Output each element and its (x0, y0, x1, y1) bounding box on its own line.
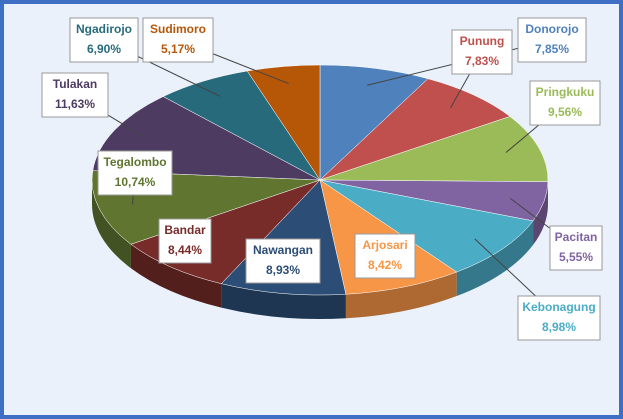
slice-name: Arjosari (362, 238, 407, 252)
slice-side (456, 220, 534, 297)
slice (319, 116, 549, 182)
slice-name: Sudimoro (150, 22, 206, 36)
slice-name: Pringkuku (536, 85, 595, 99)
slice (246, 64, 321, 181)
label-box (69, 17, 139, 63)
label-box (97, 150, 173, 196)
slice-side (130, 244, 222, 308)
slice-name: Ngadirojo (76, 22, 132, 36)
label-box (158, 218, 212, 264)
slice (319, 78, 511, 181)
label-box (517, 17, 587, 63)
slice-value: 10,74% (115, 175, 156, 189)
slice-name: Pacitan (555, 230, 598, 244)
slice-name: Nawangan (253, 243, 313, 257)
slice-side (92, 180, 131, 269)
label-box (41, 72, 109, 118)
label-box (354, 233, 416, 279)
slice-value: 6,90% (87, 42, 121, 56)
slice-value: 9,56% (548, 105, 582, 119)
slice-value: 8,98% (542, 320, 576, 334)
label-box (451, 29, 513, 75)
slice-value: 7,83% (465, 54, 499, 68)
slice (319, 179, 534, 273)
slice-name: Punung (460, 34, 505, 48)
slice-value: 8,44% (168, 243, 202, 257)
label-box (529, 80, 601, 126)
slice-value: 5,17% (161, 42, 195, 56)
slice-value: 7,85% (535, 42, 569, 56)
label-box (517, 295, 601, 341)
slice-value: 11,63% (55, 97, 95, 111)
label-box (245, 238, 321, 284)
slice-name: Tulakan (53, 77, 97, 91)
label-box (142, 17, 214, 63)
slice-name: Bandar (164, 223, 206, 237)
slice-name: Tegalombo (103, 155, 166, 169)
slice-side (221, 283, 346, 319)
slice (319, 64, 429, 181)
label-box (549, 225, 603, 271)
slice-side (345, 272, 457, 319)
slice-name: Donorojo (525, 22, 578, 36)
slice-value: 8,42% (368, 258, 402, 272)
slice-side (533, 181, 548, 245)
slice-name: Kebonagung (522, 300, 595, 314)
slice-value: 5,55% (559, 250, 593, 264)
slice-value: 8,93% (266, 263, 300, 277)
